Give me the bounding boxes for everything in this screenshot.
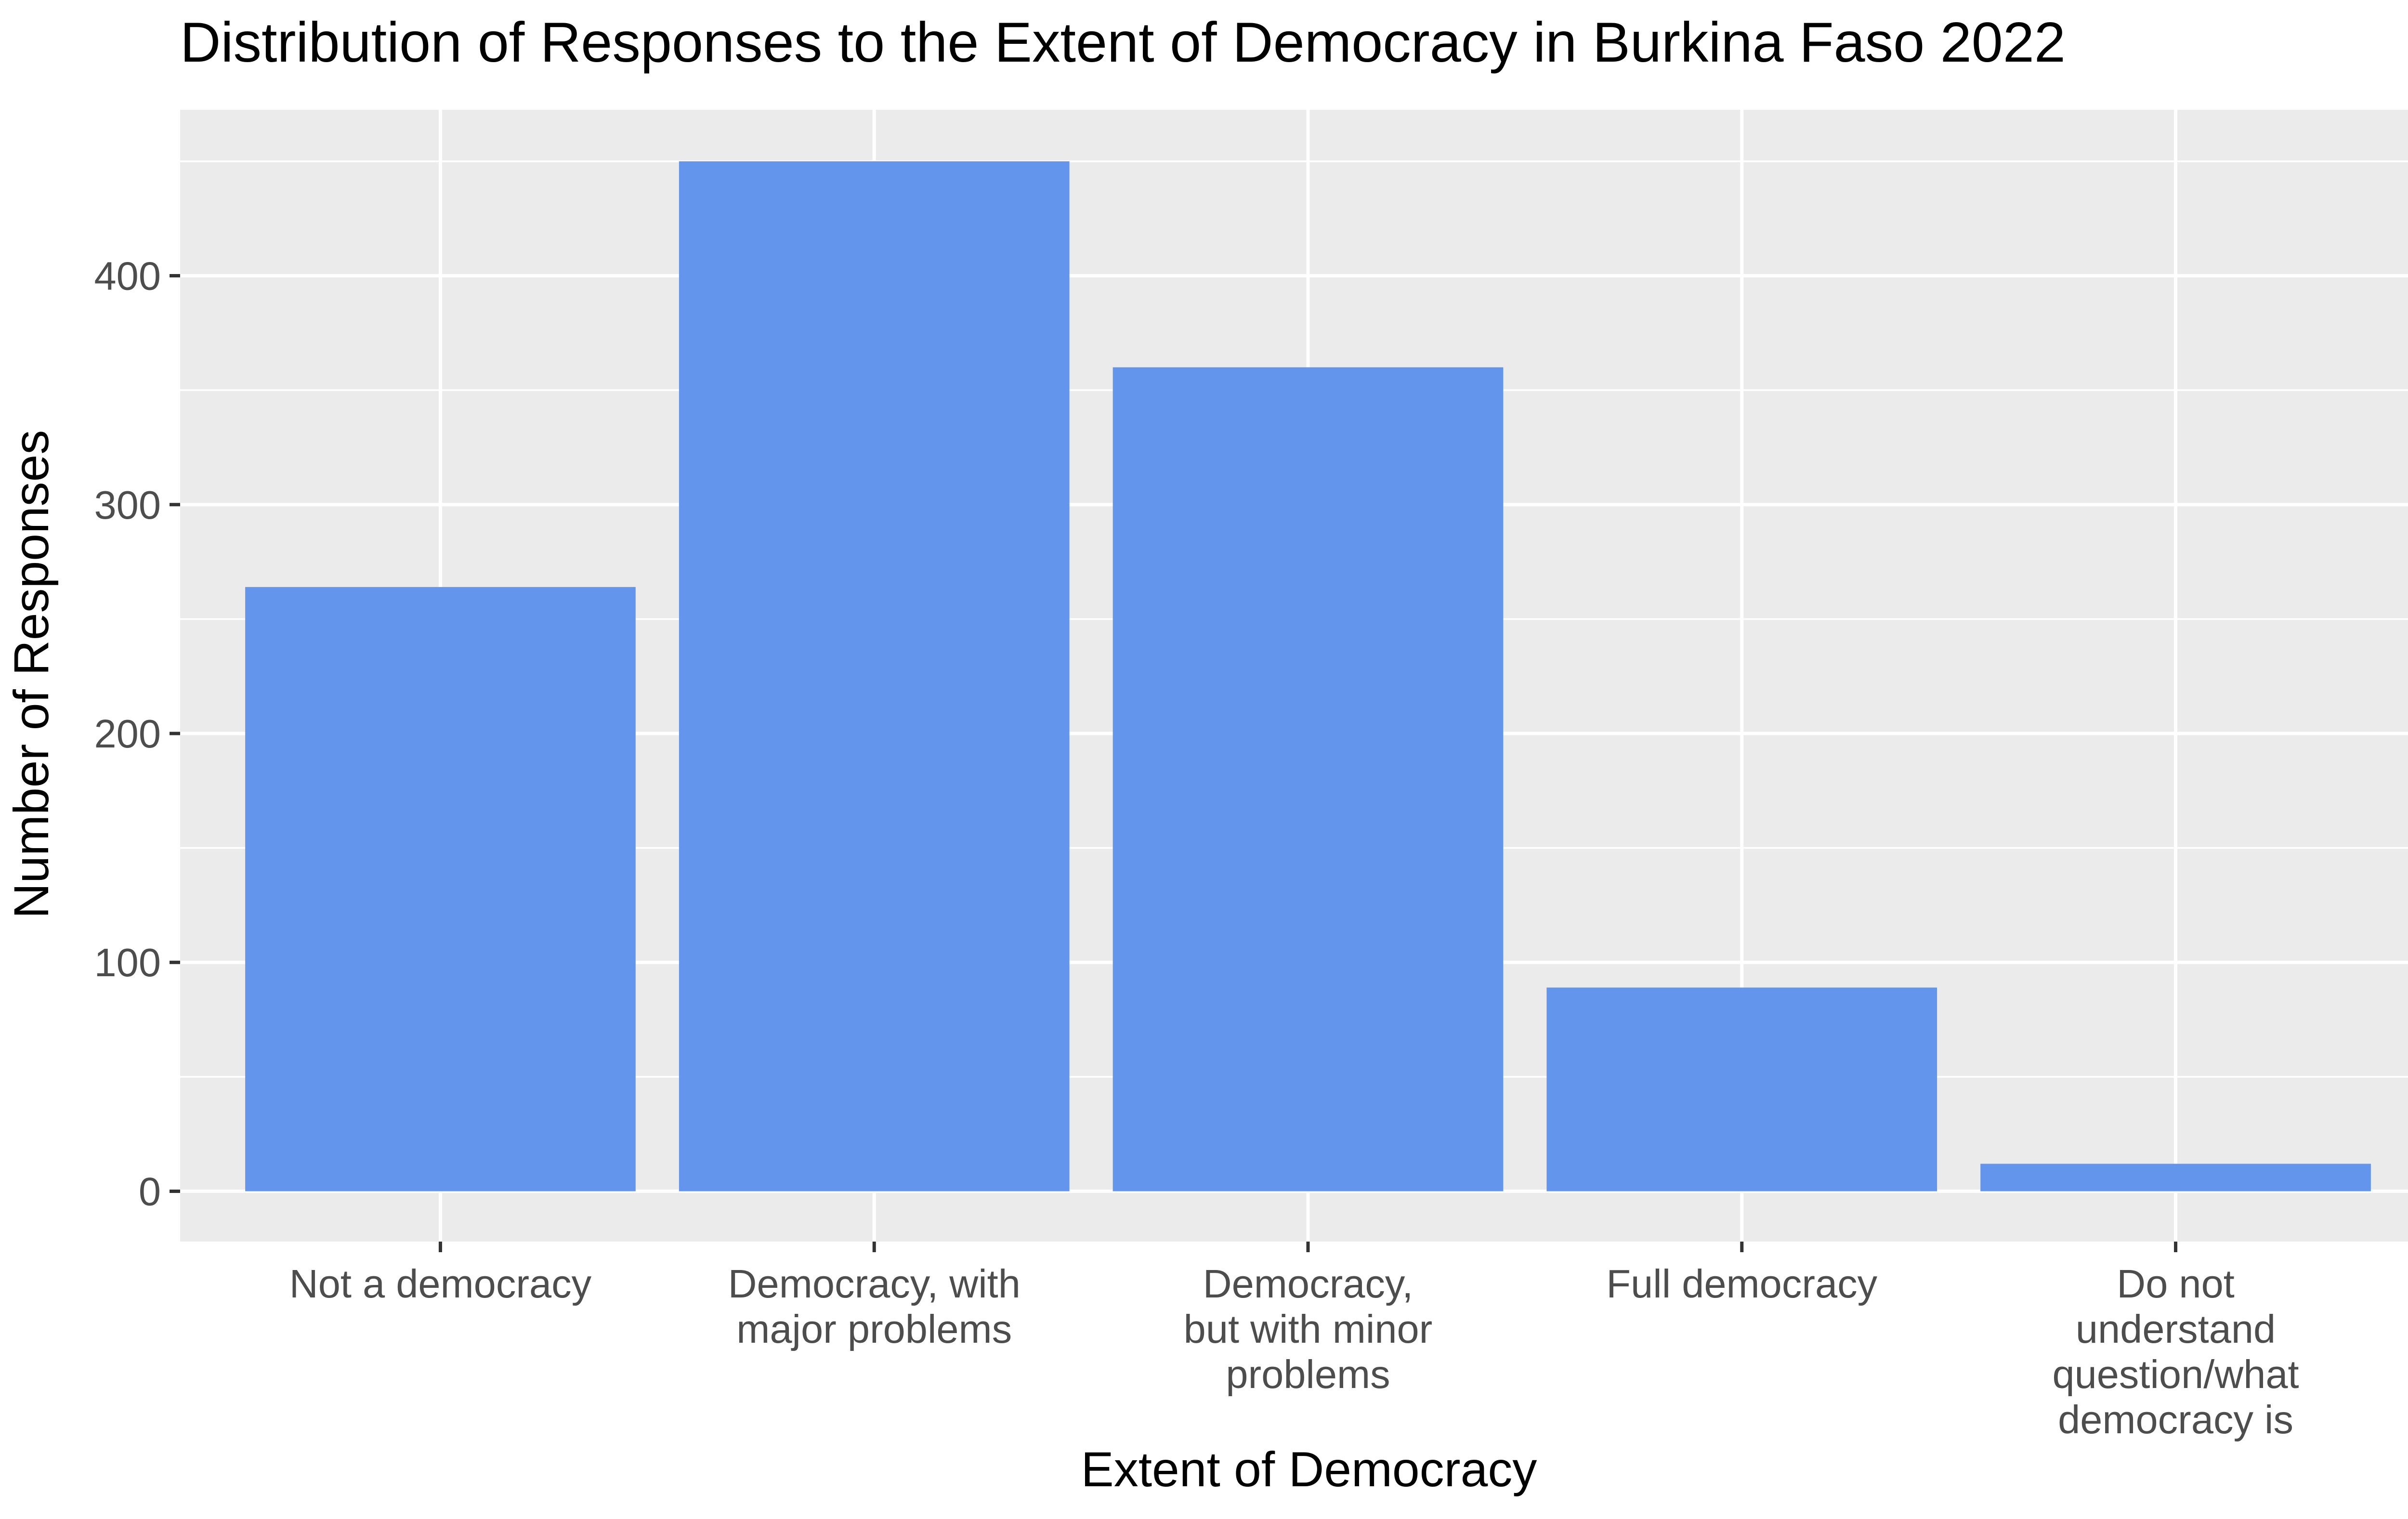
axes: 0 100 200 300 400 Not a democracy Democracy, w… (94, 254, 2299, 1442)
y-tick-label: 0 (139, 1169, 161, 1214)
y-axis-title: Number of Responses (4, 430, 59, 919)
y-tick-label: 400 (94, 254, 161, 299)
x-tick-label: Democracy, but with minor problems (1184, 1261, 1433, 1397)
chart-title: Distribution of Responses to the Extent … (180, 11, 2066, 74)
x-tick-label: Democracy, with major problems (728, 1261, 1021, 1351)
bar (1546, 987, 1937, 1192)
x-tick-label: Not a democracy (289, 1261, 592, 1306)
bar (1112, 367, 1504, 1192)
x-axis-title: Extent of Democracy (1081, 1442, 1537, 1497)
bar (245, 587, 636, 1192)
x-tick-label: Full democracy (1606, 1261, 1877, 1306)
bar (679, 161, 1070, 1192)
bar (1980, 1164, 2371, 1192)
x-tick-label: Do not understand question/what democracy i… (2052, 1261, 2299, 1442)
y-tick-label: 300 (94, 483, 161, 527)
bars (245, 161, 2371, 1192)
y-tick-label: 200 (94, 711, 161, 756)
y-tick-label: 100 (94, 940, 161, 985)
